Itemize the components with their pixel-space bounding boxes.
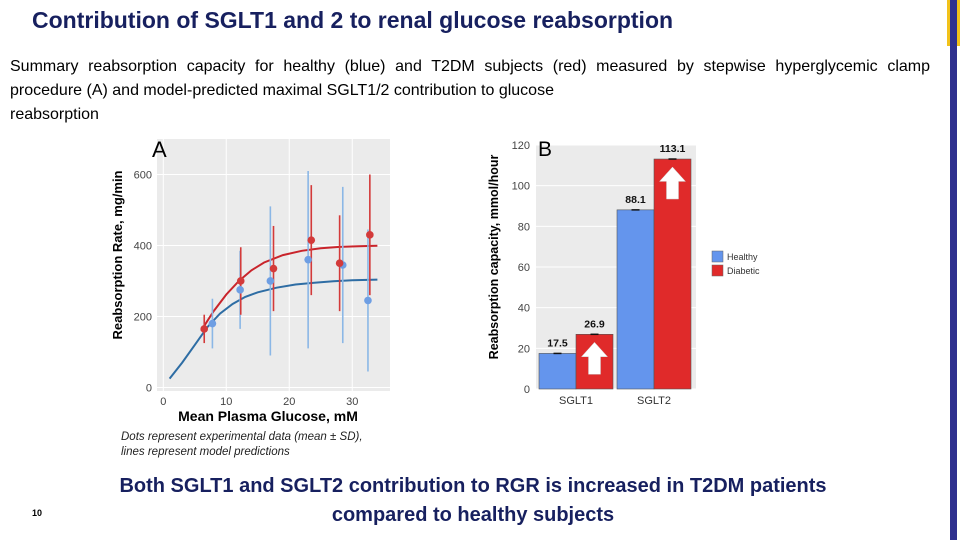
corner-decoration [947, 0, 960, 46]
slide-number: 10 [32, 508, 43, 518]
chart-a-y-tick-label: 600 [134, 169, 152, 181]
chart-b-increase-arrow-sglt1 [580, 341, 609, 375]
chart-a-diabetic-point [269, 264, 278, 273]
chart-a-tick-labels: 0 200 400 600 0 10 20 30 [134, 169, 359, 408]
caption-line-2: lines represent model predictions [121, 446, 290, 458]
chart-a-healthy-point [208, 319, 217, 328]
right-stripe [950, 0, 957, 540]
chart-a-diabetic-point [335, 259, 344, 268]
chart-b-bars [538, 158, 692, 390]
caption-line-1: Dots represent experimental data (mean ±… [121, 431, 363, 443]
chart-b-y-tick-label: 0 [524, 384, 530, 396]
chart-b: 0 20 40 60 80 100 120 SGLT1 SGLT2 17.5 26.9 88.1 11… [487, 138, 760, 407]
chart-b-x-tick-label: SGLT1 [559, 395, 593, 407]
chart-a-diabetic-point [307, 236, 316, 244]
chart-b-legend-label-healthy: Healthy [727, 252, 758, 262]
chart-b-increase-arrow-sglt2 [658, 166, 687, 200]
summary-main: Summary reabsorption capacity for health… [10, 58, 930, 99]
chart-b-tick-labels: 0 20 40 60 80 100 120 SGLT1 SGLT2 [512, 140, 671, 407]
chart-b-data-labels: 17.5 26.9 88.1 113.1 [547, 143, 685, 349]
chart-a-y-tick-label: 400 [134, 240, 152, 252]
chart-b-data-label: 17.5 [547, 337, 568, 349]
slide-title: Contribution of SGLT1 and 2 to renal glu… [32, 7, 674, 33]
chart-b-data-label: 26.9 [584, 318, 605, 330]
chart-a-y-tick-label: 200 [134, 311, 152, 323]
chart-b-legend-swatch-diabetic [711, 264, 724, 277]
chart-a-healthy-point [364, 296, 372, 305]
conclusion-text: Both SGLT1 and SGLT2 contribution to RGR… [40, 472, 906, 530]
chart-caption: Dots represent experimental data (mean ±… [121, 430, 451, 460]
chart-a-panel-label: A [152, 137, 167, 162]
summary-last: reabsorption [10, 106, 99, 123]
chart-b-y-tick-label: 100 [512, 181, 530, 193]
chart-b-legend-label-diabetic: Diabetic [727, 266, 760, 276]
chart-b-bar-healthy-sglt2 [616, 209, 655, 390]
conclusion-line-2: compared to healthy subjects [331, 504, 615, 526]
chart-b-panel-label: B [538, 138, 552, 161]
chart-a: 0 200 400 600 0 10 20 30 A Mean Plasma Glucose,… [110, 137, 390, 424]
chart-b-y-axis-label: Reabsorption capacity, mmol/hour [487, 155, 501, 360]
chart-b-y-tick-label: 80 [518, 221, 530, 233]
chart-a-diabetic-point [236, 277, 245, 285]
chart-b-y-tick-label: 60 [518, 262, 530, 274]
chart-b-y-tick-label: 120 [512, 140, 530, 152]
chart-b-data-label: 88.1 [625, 194, 646, 206]
summary-text: Summary reabsorption capacity for health… [10, 55, 930, 127]
chart-a-healthy-model-line [168, 278, 378, 380]
chart-a-x-tick-label: 30 [346, 396, 358, 408]
chart-a-x-tick-label: 20 [283, 396, 295, 408]
chart-a-y-axis-label: Reabsorption Rate, mg/min [110, 170, 125, 339]
chart-a-healthy-point [266, 277, 275, 285]
chart-b-bar-healthy-sglt1 [538, 353, 577, 390]
corner-blue-mark [950, 0, 957, 46]
chart-a-diabetic-point [366, 231, 374, 239]
chart-b-x-tick-label: SGLT2 [637, 395, 671, 407]
chart-a-diabetic-point [200, 325, 209, 333]
chart-a-grid [157, 139, 390, 391]
chart-a-y-tick-label: 0 [146, 382, 152, 394]
chart-a-healthy-point [236, 286, 244, 294]
chart-a-healthy-point [304, 255, 312, 264]
conclusion-line-1: Both SGLT1 and SGLT2 contribution to RGR… [119, 475, 827, 497]
chart-b-y-tick-label: 20 [518, 343, 530, 355]
chart-b-legend: Healthy Diabetic [711, 250, 760, 277]
chart-a-x-tick-label: 0 [160, 396, 166, 408]
chart-a-x-tick-label: 10 [220, 396, 232, 408]
chart-a-x-axis-label: Mean Plasma Glucose, mM [178, 408, 358, 424]
chart-b-legend-swatch-healthy [711, 250, 724, 263]
chart-a-points [200, 231, 374, 333]
chart-b-y-tick-label: 40 [518, 303, 530, 315]
chart-b-data-label: 113.1 [660, 143, 686, 155]
